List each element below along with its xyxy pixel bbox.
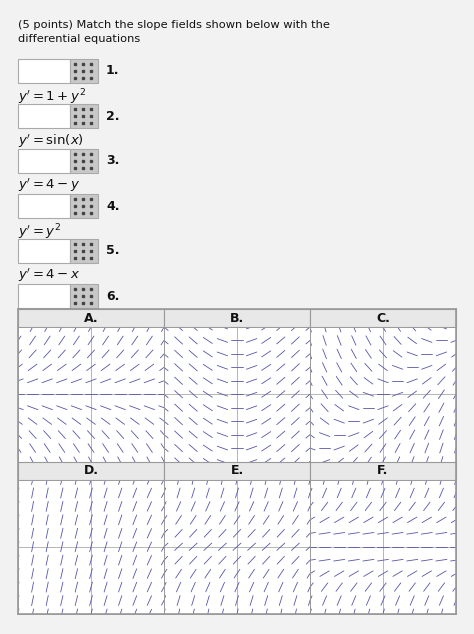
Text: $y' = 1 + y^2$: $y' = 1 + y^2$ bbox=[18, 87, 86, 107]
Text: C.: C. bbox=[376, 311, 390, 325]
Text: $y' = 4 - x$: $y' = 4 - x$ bbox=[18, 267, 81, 285]
Text: B.: B. bbox=[230, 311, 244, 325]
Text: F.: F. bbox=[377, 464, 389, 477]
Text: 4.: 4. bbox=[106, 200, 119, 212]
Text: differential equations: differential equations bbox=[18, 34, 140, 44]
Bar bbox=[18, 104, 70, 128]
Text: $y' = 4 - y$: $y' = 4 - y$ bbox=[18, 177, 81, 195]
Text: 5.: 5. bbox=[106, 245, 119, 257]
Text: $y' = x - y$: $y' = x - y$ bbox=[18, 312, 80, 330]
Bar bbox=[18, 239, 70, 263]
Text: D.: D. bbox=[83, 464, 99, 477]
Text: $y' = \sin(x)$: $y' = \sin(x)$ bbox=[18, 132, 84, 150]
Text: (5 points) Match the slope fields shown below with the: (5 points) Match the slope fields shown … bbox=[18, 20, 330, 30]
Bar bbox=[70, 194, 98, 218]
Text: $y' = y^2$: $y' = y^2$ bbox=[18, 222, 61, 242]
Bar bbox=[18, 149, 70, 173]
Text: 1.: 1. bbox=[106, 65, 119, 77]
Bar bbox=[70, 104, 98, 128]
Bar bbox=[18, 194, 70, 218]
Bar bbox=[18, 284, 70, 308]
Text: A.: A. bbox=[84, 311, 98, 325]
Bar bbox=[18, 59, 70, 83]
Bar bbox=[70, 149, 98, 173]
Bar bbox=[70, 284, 98, 308]
Text: 6.: 6. bbox=[106, 290, 119, 302]
Text: E.: E. bbox=[230, 464, 244, 477]
Text: 2.: 2. bbox=[106, 110, 119, 122]
Bar bbox=[70, 239, 98, 263]
Text: 3.: 3. bbox=[106, 155, 119, 167]
Bar bbox=[70, 59, 98, 83]
